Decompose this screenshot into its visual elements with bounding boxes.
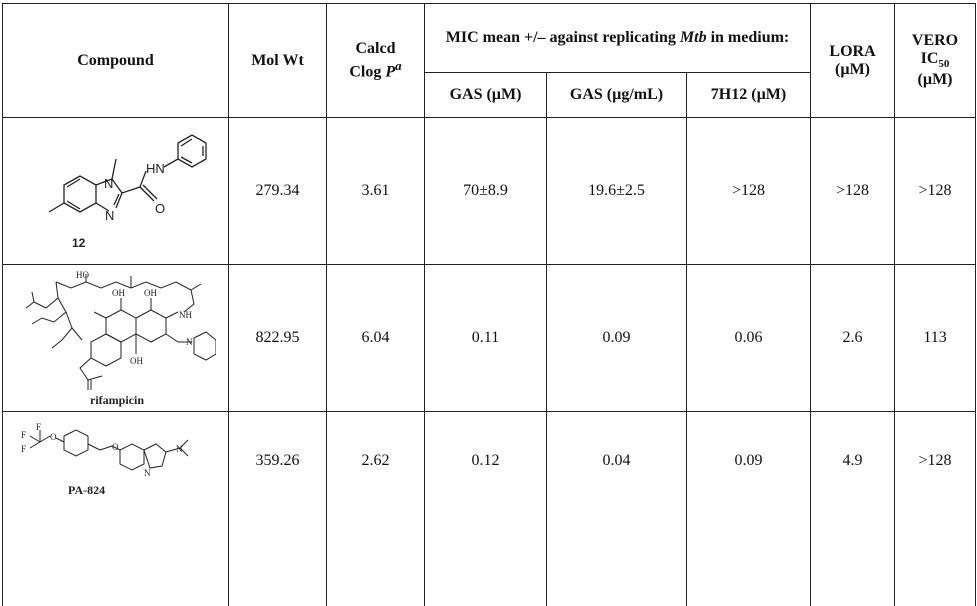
7h12-cell: 0.06	[687, 265, 811, 412]
lora-cell: 4.9	[811, 412, 895, 606]
atom-label: N	[186, 337, 193, 347]
header-lora-line1: LORA	[829, 43, 875, 60]
atom-label: N	[144, 468, 151, 478]
header-lora: LORA (µM)	[811, 4, 895, 118]
gas-ugml-cell: 0.09	[547, 265, 687, 412]
vero-cell: 113	[895, 265, 976, 412]
svg-text:F: F	[21, 444, 26, 454]
header-clogp-line1: Calcd	[356, 40, 396, 57]
header-vero: VERO IC50 (µM)	[895, 4, 976, 118]
7h12-cell: 0.09	[687, 412, 811, 606]
gas-um-cell: 0.11	[425, 265, 547, 412]
atom-label: HN	[146, 161, 165, 176]
header-clogp-line2: Clog	[349, 63, 385, 80]
atom-label: O	[112, 442, 119, 452]
header-gas-um: GAS (µM)	[425, 73, 547, 118]
svg-text:F: F	[21, 430, 26, 440]
atom-label: OH	[144, 288, 157, 298]
header-clogp: Calcd Clog Pa	[327, 4, 425, 118]
svg-text:F: F	[36, 422, 41, 432]
header-mic-italic: Mtb	[680, 29, 707, 46]
compound-name: PA-824	[68, 483, 105, 497]
atom-label: N	[104, 176, 113, 191]
header-clogp-footnote: a	[395, 58, 402, 73]
header-mic-suffix: in medium:	[707, 29, 790, 46]
header-vero-sub: 50	[938, 59, 949, 71]
clogp-cell: 3.61	[327, 118, 425, 265]
header-lora-line2: (µM)	[835, 61, 870, 78]
7h12-cell: >128	[687, 118, 811, 265]
gas-ugml-cell: 19.6±2.5	[547, 118, 687, 265]
atom-label: O	[155, 201, 165, 216]
pa-824-structure: F F F O O N N PA-824	[16, 422, 216, 502]
header-compound: Compound	[3, 4, 229, 118]
atom-label: OH	[112, 288, 125, 298]
gas-um-cell: 70±8.9	[425, 118, 547, 265]
compound-cell: HO OH OH NH OH N rifampicin	[3, 265, 229, 412]
header-clogp-p: P	[385, 63, 395, 80]
lora-cell: 2.6	[811, 265, 895, 412]
rifampicin-structure: HO OH OH NH OH N rifampicin	[16, 268, 216, 408]
header-7h12: 7H12 (µM)	[687, 73, 811, 118]
mol-wt-cell: 359.26	[229, 412, 327, 606]
atom-label: O	[50, 432, 57, 442]
data-table: Compound Mol Wt Calcd Clog Pa MIC mean +…	[2, 3, 976, 606]
compound-name: rifampicin	[90, 393, 144, 407]
header-vero-ic: IC	[921, 50, 939, 67]
header-mic-group: MIC mean +/– against replicating Mtb in …	[425, 4, 811, 73]
atom-label: HO	[76, 270, 89, 280]
clogp-cell: 6.04	[327, 265, 425, 412]
table-row: N N HN O 12 279.34 3.61 70±8.9 19.6±2.5 …	[3, 118, 976, 265]
table-row: HO OH OH NH OH N rifampicin 822.95 6.04 …	[3, 265, 976, 412]
atom-label: N	[105, 208, 114, 223]
header-7h12-label: 7H12 (µM)	[711, 86, 786, 103]
lora-cell: >128	[811, 118, 895, 265]
atom-label: OH	[130, 356, 143, 366]
clogp-cell: 2.62	[327, 412, 425, 606]
atom-label: N	[176, 444, 183, 454]
compound-12-structure: N N HN O 12	[16, 121, 216, 261]
compound-name: 12	[72, 236, 86, 250]
vero-cell: >128	[895, 412, 976, 606]
header-vero-line1: VERO	[912, 32, 958, 49]
mol-wt-cell: 822.95	[229, 265, 327, 412]
atom-label: NH	[179, 310, 192, 320]
header-vero-line3: (µM)	[918, 71, 953, 88]
header-mol-wt: Mol Wt	[229, 4, 327, 118]
header-row: Compound Mol Wt Calcd Clog Pa MIC mean +…	[3, 4, 976, 73]
header-gas-ugml: GAS (µg/mL)	[547, 73, 687, 118]
mol-wt-cell: 279.34	[229, 118, 327, 265]
gas-um-cell: 0.12	[425, 412, 547, 606]
header-gas-ugml-label: GAS (µg/mL)	[570, 86, 663, 103]
table-row: F F F O O N N PA-824 359.26 2.62 0.12 0.…	[3, 412, 976, 606]
header-compound-label: Compound	[77, 52, 153, 69]
header-gas-um-label: GAS (µM)	[450, 86, 522, 103]
vero-cell: >128	[895, 118, 976, 265]
compound-cell: N N HN O 12	[3, 118, 229, 265]
compound-cell: F F F O O N N PA-824	[3, 412, 229, 606]
header-mol-wt-label: Mol Wt	[251, 52, 304, 69]
header-mic-prefix: MIC mean +/– against replicating	[446, 29, 680, 46]
gas-ugml-cell: 0.04	[547, 412, 687, 606]
